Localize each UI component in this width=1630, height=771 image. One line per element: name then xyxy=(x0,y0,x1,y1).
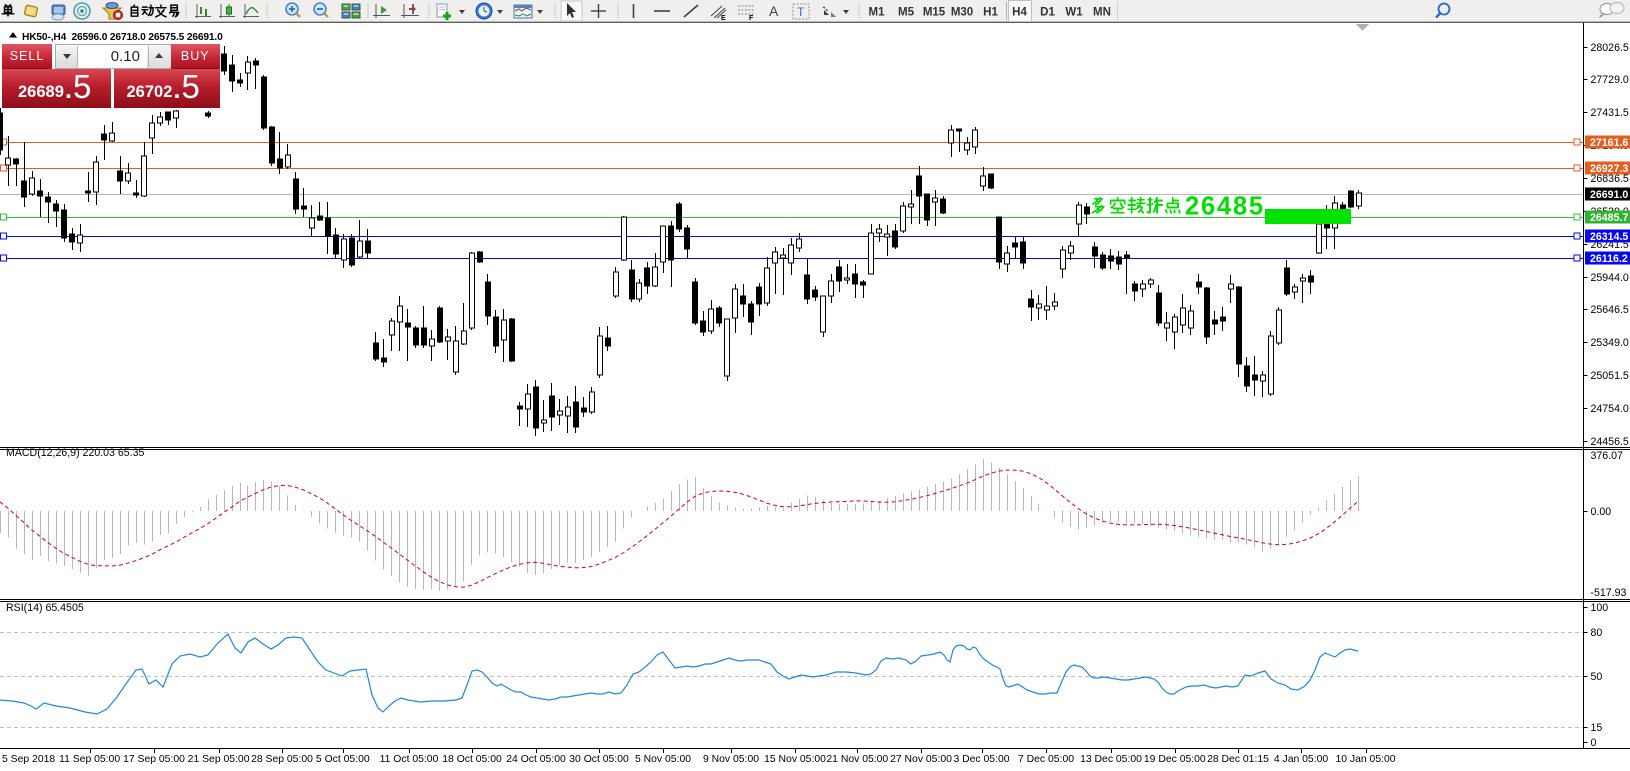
svg-text:15: 15 xyxy=(1591,722,1603,734)
svg-text:27 Nov 05:00: 27 Nov 05:00 xyxy=(890,754,952,765)
svg-text:25349.0: 25349.0 xyxy=(1591,337,1629,349)
svg-text:D1: D1 xyxy=(1040,7,1055,19)
svg-text:26691.0: 26691.0 xyxy=(1590,189,1628,201)
svg-text:T: T xyxy=(797,5,805,19)
svg-text:26927.3: 26927.3 xyxy=(1590,163,1628,175)
svg-text:26116.2: 26116.2 xyxy=(1590,253,1628,265)
svg-text:0: 0 xyxy=(1591,737,1597,749)
svg-text:376.07: 376.07 xyxy=(1591,450,1624,462)
svg-text:M30: M30 xyxy=(951,7,973,19)
svg-text:26314.5: 26314.5 xyxy=(1590,231,1628,243)
svg-text:28026.5: 28026.5 xyxy=(1591,42,1629,54)
svg-text:10 Jan 05:00: 10 Jan 05:00 xyxy=(1335,754,1395,765)
svg-text:E: E xyxy=(721,15,726,22)
svg-text:7 Dec 05:00: 7 Dec 05:00 xyxy=(1018,754,1074,765)
svg-text:100: 100 xyxy=(1591,602,1609,614)
svg-text:24456.5: 24456.5 xyxy=(1591,436,1629,448)
svg-text:4 Jan 05:00: 4 Jan 05:00 xyxy=(1274,754,1329,765)
svg-text:28 Sep 05:00: 28 Sep 05:00 xyxy=(251,754,313,765)
svg-text:11 Oct 05:00: 11 Oct 05:00 xyxy=(380,754,439,765)
svg-text:21 Nov 05:00: 21 Nov 05:00 xyxy=(826,754,888,765)
svg-text:27729.0: 27729.0 xyxy=(1591,74,1629,86)
svg-text:30 Oct 05:00: 30 Oct 05:00 xyxy=(569,754,629,765)
svg-text:H1: H1 xyxy=(983,7,998,19)
svg-text:MACD(12,26,9) 220.03 65.35: MACD(12,26,9) 220.03 65.35 xyxy=(6,447,144,459)
svg-text:H4: H4 xyxy=(1012,7,1027,19)
svg-text:25646.5: 25646.5 xyxy=(1591,304,1629,316)
svg-text:18 Oct 05:00: 18 Oct 05:00 xyxy=(442,754,502,765)
svg-text:24754.0: 24754.0 xyxy=(1591,403,1629,415)
svg-text:21 Sep 05:00: 21 Sep 05:00 xyxy=(188,754,250,765)
svg-text:24 Oct 05:00: 24 Oct 05:00 xyxy=(506,754,566,765)
svg-text:25051.5: 25051.5 xyxy=(1591,370,1629,382)
svg-text:5 Sep 2018: 5 Sep 2018 xyxy=(2,754,55,765)
svg-text:HK50-,H4 26596.0 26718.0 2657: HK50-,H4 26596.0 26718.0 26575.5 26691.0 xyxy=(22,32,223,43)
svg-text:27161.6: 27161.6 xyxy=(1590,137,1628,149)
svg-text:-517.93: -517.93 xyxy=(1591,587,1627,599)
svg-text:M15: M15 xyxy=(923,7,946,19)
svg-text:26485.7: 26485.7 xyxy=(1590,212,1628,224)
svg-text:F: F xyxy=(749,15,754,22)
svg-text:27431.5: 27431.5 xyxy=(1591,107,1629,119)
svg-text:19 Dec 05:00: 19 Dec 05:00 xyxy=(1144,754,1206,765)
svg-text:9 Nov 05:00: 9 Nov 05:00 xyxy=(703,754,759,765)
svg-text:MN: MN xyxy=(1093,7,1111,19)
svg-text:M1: M1 xyxy=(869,7,886,19)
svg-text:25944.0: 25944.0 xyxy=(1591,272,1629,284)
svg-text:W1: W1 xyxy=(1065,7,1083,19)
svg-text:3 Dec 05:00: 3 Dec 05:00 xyxy=(953,754,1009,765)
svg-text:13 Dec 05:00: 13 Dec 05:00 xyxy=(1080,754,1142,765)
svg-text:5 Nov 05:00: 5 Nov 05:00 xyxy=(635,754,691,765)
svg-text:15 Nov 05:00: 15 Nov 05:00 xyxy=(764,754,826,765)
svg-text:A: A xyxy=(769,3,779,19)
svg-text:50: 50 xyxy=(1591,671,1603,683)
svg-text:80: 80 xyxy=(1591,627,1603,639)
svg-text:0.00: 0.00 xyxy=(1591,506,1612,518)
svg-text:26836.5: 26836.5 xyxy=(1591,173,1629,185)
svg-text:RSI(14) 65.4505: RSI(14) 65.4505 xyxy=(6,602,84,614)
svg-text:28 Dec 01:15: 28 Dec 01:15 xyxy=(1207,754,1269,765)
svg-text:26485: 26485 xyxy=(1185,193,1265,221)
svg-text:11 Sep 05:00: 11 Sep 05:00 xyxy=(59,754,120,765)
svg-text:M5: M5 xyxy=(898,7,915,19)
svg-text:17 Sep 05:00: 17 Sep 05:00 xyxy=(123,754,185,765)
svg-text:5 Oct 05:00: 5 Oct 05:00 xyxy=(316,754,370,765)
